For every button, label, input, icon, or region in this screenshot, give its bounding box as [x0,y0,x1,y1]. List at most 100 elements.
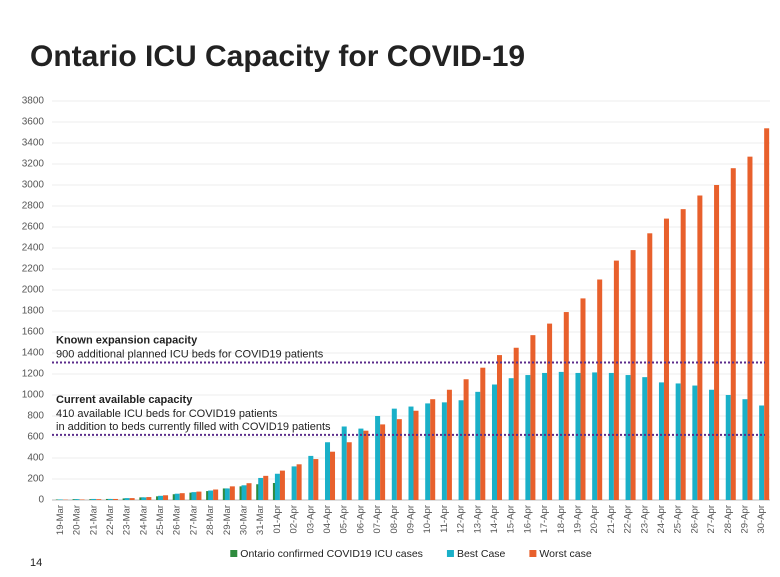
x-tick-label: 19-Apr [572,505,583,534]
y-tick-label: 400 [27,453,44,464]
x-tick-label: 01-Apr [272,505,283,534]
y-tick-label: 1200 [22,369,45,380]
bar [658,382,664,500]
bar [408,406,414,500]
page-number: 14 [30,557,42,569]
bar [208,490,214,500]
bar [597,279,603,500]
bar [547,323,553,500]
bar [542,372,548,500]
x-tick-label: 14-Apr [489,505,500,534]
x-tick-label: 27-Apr [706,505,717,534]
bar [663,218,669,500]
y-tick-label: 2800 [22,201,45,212]
bar [213,489,219,500]
bar [430,399,436,500]
annotation-text: 410 available ICU beds for COVID19 patie… [56,408,278,420]
y-tick-label: 600 [27,432,44,443]
bar [274,473,280,500]
x-tick-label: 21-Mar [88,505,99,535]
bar [425,403,431,500]
bar [146,497,152,500]
bar [525,375,531,500]
bar [229,486,235,500]
chart-title: Ontario ICU Capacity for COVID-19 [30,40,525,73]
y-tick-label: 3600 [22,117,45,128]
y-tick-label: 1600 [22,327,45,338]
bar [463,379,469,500]
bar [330,451,336,500]
x-tick-label: 21-Apr [606,505,617,534]
bar [642,377,648,500]
x-tick-label: 23-Mar [122,505,133,535]
y-tick-label: 3800 [22,96,45,107]
x-tick-label: 09-Apr [406,505,417,534]
annotation-text: 900 additional planned ICU beds for COVI… [56,348,324,360]
y-tick-label: 1400 [22,348,45,359]
bar [174,493,180,500]
y-tick-label: 2200 [22,264,45,275]
bar [346,442,352,500]
annotation-heading: Known expansion capacity [56,334,198,346]
bar [764,128,770,501]
bar [291,466,297,500]
bar [714,185,720,500]
bar [96,499,102,500]
x-tick-label: 13-Apr [472,505,483,534]
bar [675,383,681,500]
bar [196,491,202,500]
bar [112,498,118,500]
bar [413,410,419,500]
bar [725,395,731,500]
bar [625,375,631,500]
bar [107,498,113,500]
x-tick-label: 31-Mar [255,505,266,535]
bar [325,442,331,500]
y-tick-label: 3400 [22,138,45,149]
bar [513,347,519,500]
bar [358,428,364,500]
bar [258,477,264,500]
bar [697,195,703,500]
bar [57,499,63,500]
x-tick-label: 22-Apr [623,505,634,534]
x-tick-label: 23-Apr [639,505,650,534]
x-tick-label: 19-Mar [55,505,66,535]
bar [441,402,447,500]
bar [558,371,564,500]
x-tick-label: 12-Apr [456,505,467,534]
x-tick-label: 15-Apr [506,505,517,534]
bar [491,384,497,500]
x-tick-label: 02-Apr [289,505,300,534]
bar [496,355,503,500]
bar [79,499,85,500]
x-tick-label: 28-Apr [723,505,734,534]
x-tick-label: 20-Apr [589,505,600,534]
x-tick-label: 25-Mar [155,505,166,535]
bar [759,405,765,500]
bar [375,416,381,500]
bar [730,168,736,500]
y-tick-label: 200 [27,474,44,485]
x-tick-label: 20-Mar [72,505,83,535]
bar [380,424,386,500]
bar [308,455,314,500]
bar [575,372,581,500]
bar [279,470,285,500]
x-tick-label: 26-Apr [689,505,700,534]
x-tick-label: 11-Apr [439,505,450,533]
legend-swatch [446,550,454,557]
bar [446,389,452,500]
bar [74,499,80,500]
bar [608,372,614,500]
bar [480,367,486,500]
legend-label: Worst case [539,548,591,560]
bar [241,485,247,500]
x-tick-label: 29-Mar [222,505,233,535]
legend-label: Best Case [457,548,506,560]
x-tick-label: 03-Apr [305,505,316,534]
bar [580,298,586,500]
bar [592,372,598,500]
x-tick-label: 25-Apr [673,505,684,534]
